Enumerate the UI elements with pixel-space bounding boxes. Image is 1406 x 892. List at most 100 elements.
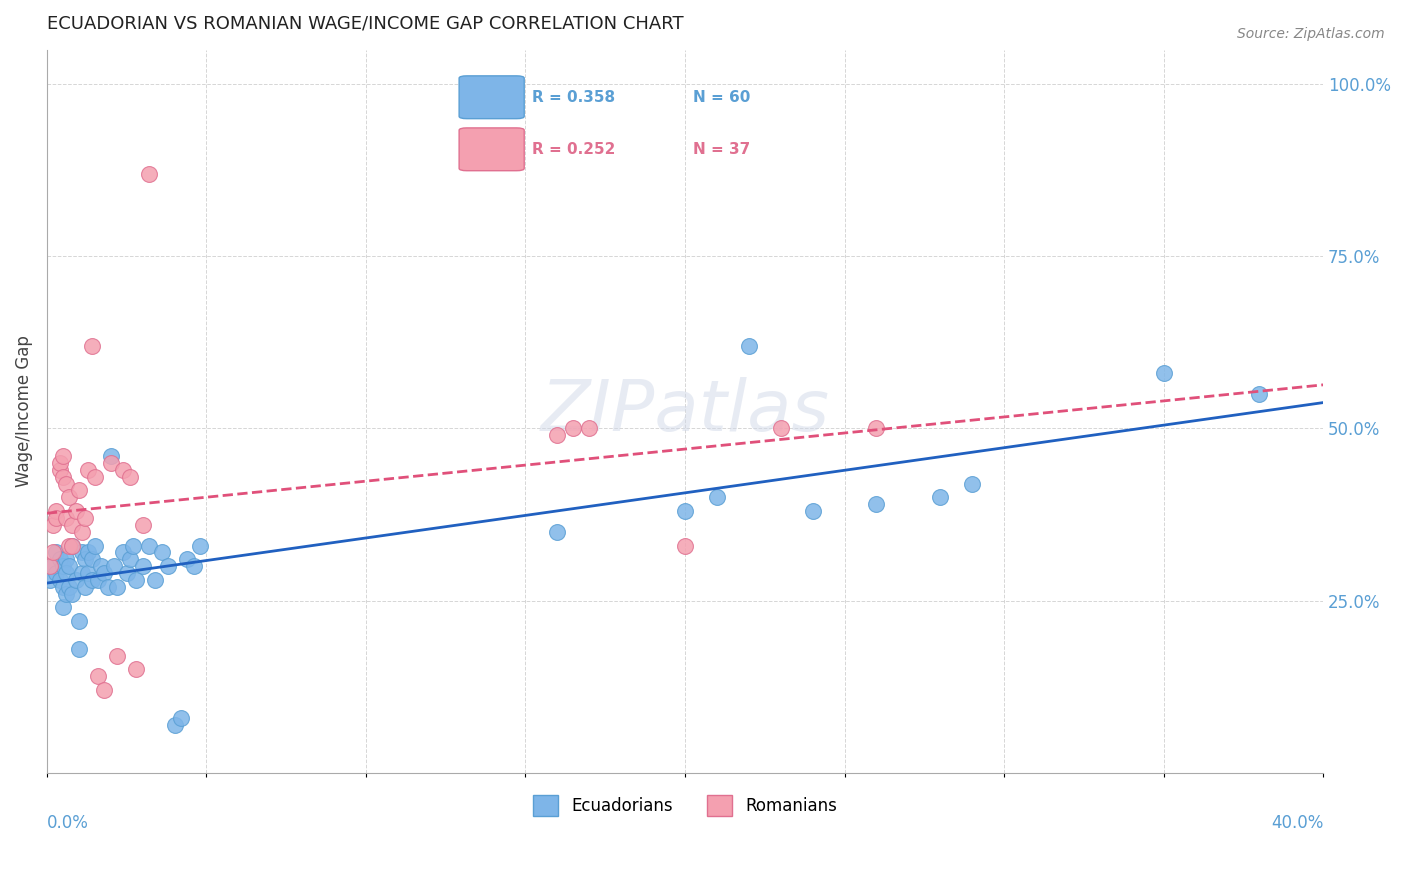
Point: [960, 476, 983, 491]
Point: [87, 573, 110, 587]
Point: [45, 566, 67, 580]
Point: [65, 573, 87, 587]
Point: [90, 559, 112, 574]
Point: [77, 566, 100, 580]
Point: [62, 587, 84, 601]
Point: [865, 497, 887, 511]
Point: [578, 421, 600, 435]
Point: [83, 469, 105, 483]
Point: [112, 545, 135, 559]
Point: [52, 469, 75, 483]
Point: [52, 580, 75, 594]
Point: [45, 511, 67, 525]
Point: [55, 566, 77, 580]
Legend: Ecuadorians, Romanians: Ecuadorians, Romanians: [527, 789, 844, 822]
Point: [183, 559, 205, 574]
Text: Source: ZipAtlas.com: Source: ZipAtlas.com: [1237, 27, 1385, 41]
Point: [70, 566, 93, 580]
Point: [58, 539, 80, 553]
Point: [67, 641, 90, 656]
Point: [105, 580, 128, 594]
Point: [150, 545, 173, 559]
Point: [103, 559, 125, 574]
Point: [67, 614, 90, 628]
Point: [673, 539, 696, 553]
Point: [65, 504, 87, 518]
Point: [131, 517, 153, 532]
Y-axis label: Wage/Income Gap: Wage/Income Gap: [15, 335, 32, 487]
Point: [93, 566, 115, 580]
Point: [1153, 367, 1175, 381]
Point: [118, 469, 141, 483]
Text: ECUADORIAN VS ROMANIAN WAGE/INCOME GAP CORRELATION CHART: ECUADORIAN VS ROMANIAN WAGE/INCOME GAP C…: [46, 15, 683, 33]
Point: [865, 421, 887, 435]
Point: [929, 491, 952, 505]
Point: [77, 463, 100, 477]
Point: [673, 504, 696, 518]
Point: [188, 539, 211, 553]
Point: [48, 552, 70, 566]
Point: [62, 539, 84, 553]
Text: 40.0%: 40.0%: [1271, 814, 1323, 832]
Point: [80, 573, 103, 587]
Point: [67, 483, 90, 498]
Point: [55, 552, 77, 566]
Point: [70, 524, 93, 539]
Point: [138, 539, 160, 553]
Point: [96, 580, 118, 594]
Point: [42, 545, 65, 559]
Point: [105, 648, 128, 663]
Point: [52, 559, 75, 574]
Point: [131, 559, 153, 574]
Point: [738, 339, 761, 353]
Point: [176, 552, 198, 566]
Point: [80, 339, 103, 353]
Point: [55, 511, 77, 525]
Point: [77, 545, 100, 559]
Point: [45, 504, 67, 518]
Point: [145, 573, 167, 587]
Point: [125, 663, 148, 677]
Point: [138, 167, 160, 181]
Point: [87, 669, 110, 683]
Point: [1249, 387, 1271, 401]
Point: [62, 517, 84, 532]
Point: [170, 711, 193, 725]
Point: [118, 552, 141, 566]
Point: [100, 449, 122, 463]
Point: [58, 580, 80, 594]
Point: [75, 552, 97, 566]
Point: [83, 539, 105, 553]
Point: [62, 539, 84, 553]
Point: [562, 421, 585, 435]
Point: [52, 449, 75, 463]
Point: [58, 491, 80, 505]
Point: [48, 573, 70, 587]
Point: [45, 545, 67, 559]
Point: [100, 456, 122, 470]
Point: [70, 545, 93, 559]
Point: [93, 683, 115, 698]
Text: 0.0%: 0.0%: [46, 814, 89, 832]
Point: [42, 517, 65, 532]
Point: [48, 456, 70, 470]
Point: [112, 463, 135, 477]
Point: [157, 559, 180, 574]
Point: [546, 428, 568, 442]
Point: [39, 573, 62, 587]
Point: [80, 552, 103, 566]
Point: [122, 539, 145, 553]
Point: [48, 463, 70, 477]
Point: [115, 566, 138, 580]
Point: [546, 524, 568, 539]
Point: [163, 717, 186, 731]
Point: [42, 559, 65, 574]
Point: [75, 580, 97, 594]
Point: [58, 559, 80, 574]
Point: [801, 504, 824, 518]
Point: [55, 587, 77, 601]
Point: [52, 600, 75, 615]
Point: [769, 421, 792, 435]
Point: [125, 573, 148, 587]
Point: [39, 559, 62, 574]
